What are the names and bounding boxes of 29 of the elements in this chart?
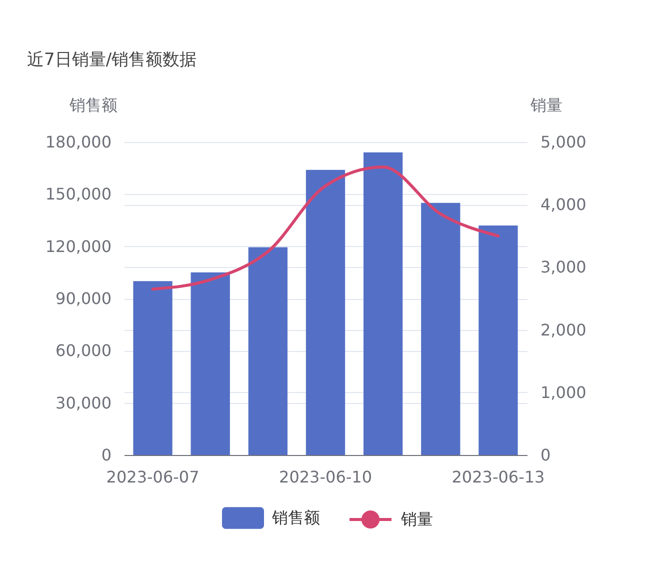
y2-tick-label: 1,000 [540, 382, 586, 402]
x-tick-label: 2023-06-07 [106, 468, 200, 486]
chart-title: 近7日销量/销售额数据 [27, 50, 197, 70]
legend-label: 销量 [400, 510, 433, 528]
bar [478, 225, 518, 455]
bar [306, 170, 346, 455]
y2-tick-label: 0 [540, 446, 551, 464]
y-axis-title: 销售额 [68, 96, 118, 114]
y-tick-label: 0 [101, 446, 112, 464]
bar [133, 281, 172, 455]
bar [248, 247, 288, 455]
x-tick-label: 2023-06-13 [452, 468, 545, 486]
y-tick-label: 120,000 [45, 236, 112, 256]
bar [190, 272, 230, 455]
y2-tick-label: 4,000 [540, 195, 586, 214]
bar [363, 152, 403, 455]
line-series [151, 166, 500, 291]
y-tick-label: 150,000 [45, 184, 112, 204]
y-tick-label: 30,000 [56, 393, 112, 412]
y2-axis-title: 销量 [530, 96, 562, 114]
y2-tick-label: 2,000 [540, 320, 586, 340]
legend-label: 销售额 [271, 508, 320, 527]
y2-tick-label: 5,000 [540, 132, 586, 152]
x-tick-label: 2023-06-10 [279, 468, 372, 486]
y-tick-label: 60,000 [56, 341, 112, 360]
bar [421, 202, 460, 455]
y2-tick-label: 3,000 [540, 258, 586, 277]
y-tick-label: 180,000 [45, 132, 112, 152]
y-tick-label: 90,000 [56, 289, 112, 308]
